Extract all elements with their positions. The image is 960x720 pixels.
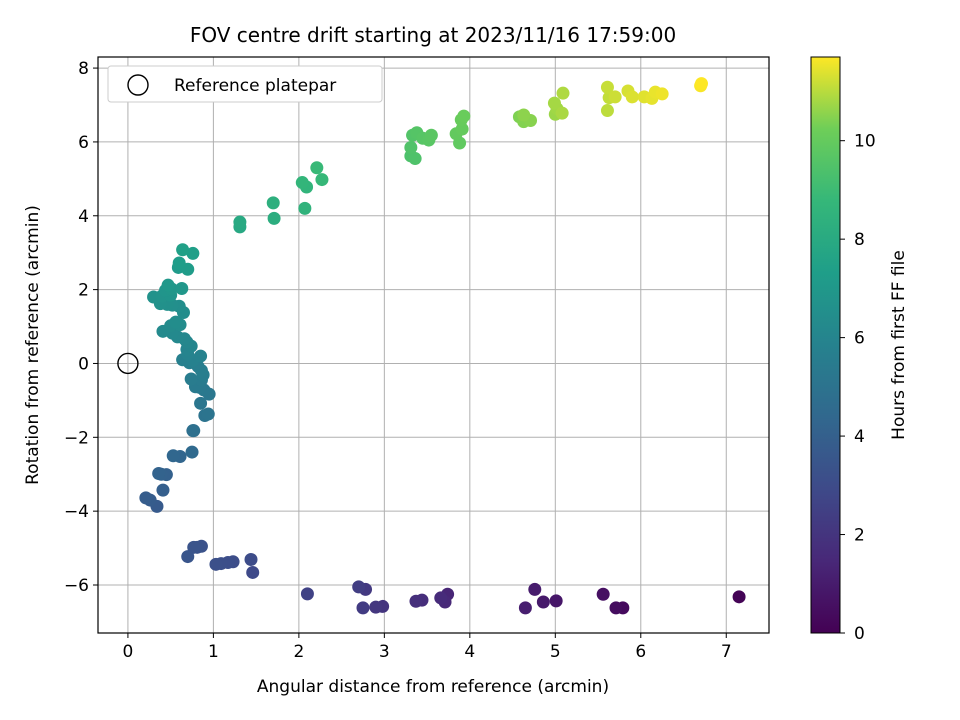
legend-marker [127, 74, 149, 96]
y-tick-label: 6 [78, 133, 89, 153]
data-point [300, 587, 314, 601]
data-point [434, 591, 448, 605]
y-tick-label: 2 [78, 281, 89, 301]
x-tick-label: 6 [635, 642, 646, 662]
x-axis-ticks: 0 1 2 3 4 5 6 7 [123, 633, 732, 662]
data-point [600, 80, 614, 94]
y-tick-label: 0 [78, 354, 89, 374]
data-point [315, 173, 329, 187]
data-point [517, 108, 531, 122]
data-point [409, 594, 423, 608]
data-point [555, 106, 569, 120]
reference-point [117, 352, 139, 375]
data-point [295, 176, 309, 190]
data-point [187, 424, 201, 438]
data-point [209, 557, 223, 571]
data-point [609, 601, 623, 615]
colorbar-tick-label: 8 [854, 230, 865, 250]
data-point [186, 246, 200, 260]
data-point [556, 86, 570, 100]
data-point [152, 466, 166, 480]
data-point [166, 449, 180, 463]
reference-marker [117, 352, 139, 375]
y-axis-label: Rotation from reference (arcmin) [23, 205, 43, 485]
data-point [246, 565, 260, 579]
data-point [175, 282, 189, 296]
data-point [244, 553, 258, 567]
colorbar-tick-label: 6 [854, 329, 865, 349]
data-point [549, 594, 563, 608]
data-point [161, 278, 175, 292]
colorbar-tick-label: 2 [854, 526, 865, 546]
data-point [184, 372, 198, 386]
colorbar-label: Hours from first FF file [889, 250, 909, 440]
data-point [408, 152, 422, 166]
y-tick-label: −6 [64, 576, 89, 596]
y-tick-label: −2 [64, 428, 89, 448]
chart-title: FOV centre drift starting at 2023/11/16 … [190, 23, 676, 47]
data-point [369, 600, 383, 614]
data-point [194, 349, 208, 363]
data-point [547, 96, 561, 110]
data-point [194, 396, 208, 410]
x-tick-label: 7 [721, 642, 732, 662]
y-tick-label: 4 [78, 207, 89, 227]
x-tick-label: 4 [464, 642, 475, 662]
data-point [310, 161, 324, 175]
data-point [528, 582, 542, 596]
x-axis-label: Angular distance from reference (arcmin) [257, 677, 609, 697]
scatter-points [139, 77, 746, 615]
legend: Reference platepar [107, 65, 383, 103]
data-point [536, 595, 550, 609]
data-point [139, 491, 153, 505]
data-point [732, 590, 746, 604]
colorbar-tick-label: 0 [854, 624, 865, 644]
y-axis-ticks: −6 −4 −2 0 2 4 6 8 [64, 59, 98, 596]
data-point [187, 540, 201, 554]
data-point [267, 211, 281, 225]
data-point [356, 601, 370, 615]
data-point [694, 77, 708, 91]
y-tick-label: 8 [78, 59, 89, 79]
data-point [608, 90, 622, 104]
data-point [457, 109, 471, 123]
data-point [185, 445, 199, 459]
data-point [266, 196, 280, 210]
x-tick-label: 1 [208, 642, 219, 662]
data-point [201, 407, 215, 421]
data-point [176, 243, 190, 257]
legend-label: Reference platepar [174, 76, 336, 96]
data-point [404, 140, 418, 154]
data-point [233, 215, 247, 229]
data-point [156, 483, 170, 497]
x-tick-label: 5 [550, 642, 561, 662]
data-point [596, 587, 610, 601]
colorbar-tick-label: 4 [854, 427, 865, 447]
data-point [625, 90, 639, 104]
data-point [352, 580, 366, 594]
x-tick-label: 3 [379, 642, 390, 662]
plot-frame [97, 56, 770, 634]
data-point [655, 87, 669, 101]
data-point [298, 201, 312, 215]
data-point [181, 550, 195, 564]
data-point [424, 128, 438, 142]
data-point [172, 256, 186, 270]
colorbar-tick-label: 10 [854, 132, 876, 152]
colorbar: 0 2 4 6 8 10 Hours from first FF file [810, 56, 909, 644]
data-point [169, 315, 183, 329]
data-point [600, 104, 614, 118]
colorbar-ticks: 0 2 4 6 8 10 [840, 132, 876, 644]
x-tick-label: 0 [123, 642, 134, 662]
x-tick-label: 2 [293, 642, 304, 662]
y-tick-label: −4 [64, 502, 89, 522]
data-point [518, 601, 532, 615]
grid-lines [98, 57, 769, 633]
legend-box [107, 65, 383, 103]
colorbar-gradient [810, 56, 841, 634]
